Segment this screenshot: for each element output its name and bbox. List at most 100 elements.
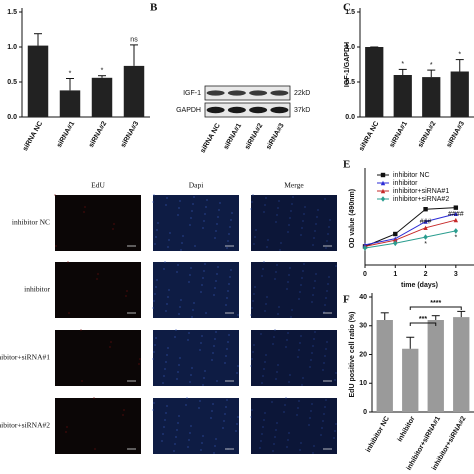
point: [423, 207, 428, 212]
edu-speck: [138, 363, 140, 365]
nucleus-speck: [285, 346, 287, 348]
nucleus-speck: [273, 443, 275, 445]
nucleus-speck: [178, 313, 180, 315]
series-line: [364, 213, 456, 246]
nucleus-speck: [154, 243, 156, 245]
nucleus-speck: [162, 382, 164, 384]
nucleus-speck: [267, 239, 269, 241]
nucleus-speck: [205, 206, 207, 208]
x-tick-label: 1: [393, 271, 397, 278]
nucleus-speck: [193, 196, 195, 198]
nucleus-speck: [218, 209, 220, 211]
nucleus-speck: [216, 380, 218, 382]
blot-strip: [204, 102, 291, 118]
nucleus-speck: [162, 433, 164, 435]
significance: *: [454, 235, 457, 242]
nucleus-speck: [189, 432, 191, 434]
nucleus-speck: [188, 439, 190, 441]
nucleus-speck: [216, 273, 218, 275]
nucleus-speck: [222, 427, 224, 429]
bar: [365, 47, 384, 117]
nucleus-speck: [309, 417, 311, 419]
nucleus-speck: [250, 365, 252, 367]
blot-band: [206, 106, 225, 114]
nucleus-speck: [317, 209, 319, 211]
nucleus-speck: [304, 206, 306, 208]
nucleus-speck: [314, 280, 316, 282]
nucleus-speck: [312, 244, 314, 246]
nucleus-speck: [228, 334, 230, 336]
nucleus-speck: [263, 211, 265, 213]
blot-band: [249, 106, 268, 114]
nucleus-speck: [335, 265, 337, 267]
nucleus-speck: [212, 403, 214, 405]
nucleus-speck: [236, 423, 238, 425]
nucleus-speck: [274, 278, 276, 280]
nucleus-speck: [211, 359, 213, 361]
blot-band: [249, 90, 268, 96]
nucleus-speck: [156, 279, 158, 281]
nucleus-speck: [161, 440, 163, 442]
nucleus-speck: [226, 399, 228, 401]
micrograph: [55, 262, 141, 318]
edu-speck: [126, 290, 128, 292]
nucleus-speck: [224, 413, 226, 415]
nucleus-speck: [324, 355, 326, 357]
x-tick-label: 3: [454, 271, 458, 278]
point: [393, 238, 398, 243]
nucleus-speck: [327, 283, 329, 285]
nucleus-speck: [198, 407, 200, 409]
nucleus-speck: [253, 344, 255, 346]
nucleus-speck: [155, 337, 157, 339]
nucleus-speck: [153, 402, 155, 404]
nucleus-speck: [324, 198, 326, 200]
nucleus-speck: [203, 270, 205, 272]
micrograph: [153, 195, 239, 251]
nucleus-speck: [206, 199, 208, 201]
nucleus-speck: [189, 274, 191, 276]
nucleus-speck: [261, 382, 263, 384]
nucleus-speck: [191, 367, 193, 369]
bar: [450, 71, 469, 117]
nucleus-speck: [286, 288, 288, 290]
y-tick-label: 0.0: [7, 114, 17, 121]
edu-speck: [81, 380, 83, 382]
nucleus-speck: [262, 426, 264, 428]
point: [393, 240, 398, 247]
micrograph: [251, 195, 337, 251]
point: [393, 231, 398, 237]
nucleus-speck: [187, 339, 189, 341]
nucleus-speck: [298, 298, 300, 300]
edu-speck: [54, 194, 56, 196]
nucleus-speck: [213, 294, 215, 296]
nucleus-speck: [309, 366, 311, 368]
nucleus-speck: [187, 446, 189, 448]
nucleus-speck: [303, 263, 305, 265]
y-tick-label: 30: [359, 323, 367, 330]
nucleus-speck: [300, 234, 302, 236]
bar: [453, 317, 470, 412]
nucleus-speck: [202, 384, 204, 386]
legend-label: inhibitor: [393, 180, 418, 187]
nucleus-speck: [265, 354, 267, 356]
nucleus-speck: [323, 362, 325, 364]
nucleus-speck: [204, 213, 206, 215]
nucleus-speck: [316, 216, 318, 218]
nucleus-speck: [325, 348, 327, 350]
nucleus-speck: [223, 420, 225, 422]
nucleus-speck: [204, 370, 206, 372]
nucleus-speck: [164, 261, 166, 263]
nucleus-speck: [251, 409, 253, 411]
nucleus-speck: [167, 246, 169, 248]
nucleus-speck: [225, 406, 227, 408]
grid-row-label: inhibitor+siRNA#2: [0, 421, 50, 430]
nucleus-speck: [186, 397, 188, 399]
blot-size-label: 22kD: [294, 90, 310, 97]
nucleus-speck: [204, 263, 206, 265]
bar: [376, 320, 393, 412]
significance: *: [401, 61, 404, 68]
nucleus-speck: [277, 313, 279, 315]
significance: *: [424, 241, 427, 248]
nucleus-speck: [177, 422, 179, 424]
